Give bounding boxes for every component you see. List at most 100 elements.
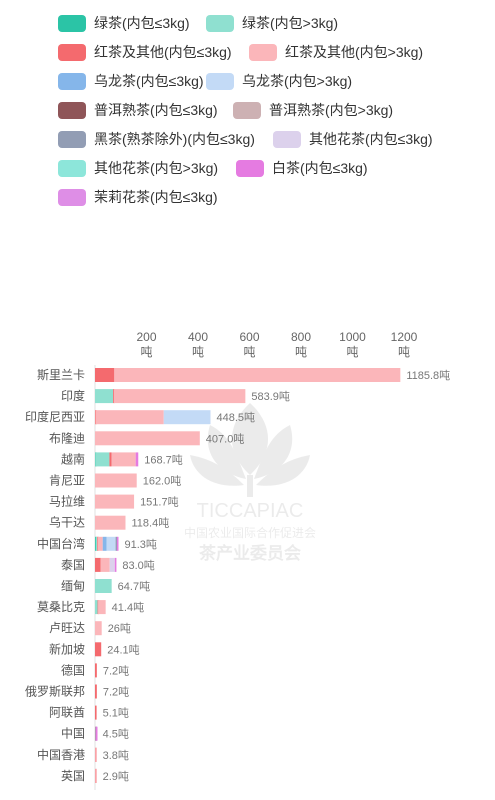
legend-swatch	[58, 72, 86, 90]
legend-item: 茉莉花茶(内包≤3kg)	[58, 187, 218, 207]
chart-legend: 绿茶(内包≤3kg) 绿茶(内包>3kg) 红茶及其他(内包≤3kg) 红茶及其他(内…	[0, 0, 495, 230]
legend-swatch	[206, 14, 234, 32]
bar-segment	[98, 600, 106, 615]
legend-item: 红茶及其他(内包≤3kg)	[58, 42, 232, 62]
bar-segment	[95, 747, 97, 762]
data-label: 151.7吨	[140, 496, 179, 509]
y-category-label: 泰国	[61, 558, 85, 572]
x-tick-label: 800	[291, 330, 311, 344]
data-label: 41.4吨	[112, 601, 144, 614]
data-label: 64.7吨	[118, 580, 150, 593]
legend-label: 普洱熟茶(内包≤3kg)	[94, 102, 218, 118]
bar-segment	[95, 536, 98, 551]
legend-item: 红茶及其他(内包>3kg)	[249, 42, 423, 62]
legend-label: 黑茶(熟茶除外)(内包≤3kg)	[94, 131, 255, 147]
y-category-label: 越南	[61, 451, 85, 466]
data-label: 448.5吨	[216, 411, 255, 424]
y-category-label: 新加坡	[49, 641, 85, 656]
data-label: 168.7吨	[144, 453, 183, 466]
legend-item: 绿茶(内包≤3kg)	[58, 13, 190, 33]
data-label: 4.5吨	[103, 728, 129, 741]
data-label: 7.2吨	[103, 664, 129, 677]
x-tick-label: 600	[239, 330, 259, 344]
bar-segment	[95, 368, 115, 382]
data-label: 3.8吨	[103, 749, 129, 762]
bar-segment	[95, 684, 97, 699]
legend-swatch	[273, 130, 301, 148]
data-label: 162.0吨	[143, 475, 182, 488]
legend-swatch	[58, 14, 86, 32]
data-label: 24.1吨	[107, 643, 139, 656]
legend-swatch	[58, 188, 86, 206]
bar-segment	[113, 389, 246, 404]
y-category-label: 印度尼西亚	[25, 409, 85, 424]
y-category-label: 肯尼亚	[49, 474, 85, 488]
x-tick-label: 1200	[391, 330, 418, 344]
legend-swatch	[233, 101, 261, 119]
legend-item: 其他花茶(内包>3kg)	[58, 158, 218, 178]
bar-segment	[95, 473, 137, 488]
data-label: 118.4吨	[131, 517, 169, 530]
bar-segment	[95, 515, 126, 530]
bar-segment	[109, 557, 115, 572]
bar-segment	[95, 410, 164, 425]
legend-label: 乌龙茶(内包>3kg)	[242, 73, 353, 89]
y-category-label: 中国香港	[37, 747, 85, 762]
legend-label: 红茶及其他(内包≤3kg)	[94, 44, 232, 60]
legend-item: 其他花茶(内包≤3kg)	[273, 129, 433, 149]
y-category-label: 乌干达	[49, 515, 85, 530]
bar-segment	[95, 705, 97, 720]
legend-item: 乌龙茶(内包≤3kg)	[58, 71, 204, 91]
x-tick-unit: 吨	[192, 345, 204, 359]
x-tick-label: 400	[188, 330, 208, 344]
legend-item: 普洱熟茶(内包>3kg)	[233, 100, 393, 120]
legend-swatch	[206, 72, 234, 90]
bar-segment	[116, 536, 119, 551]
legend-label: 茉莉花茶(内包≤3kg)	[94, 189, 218, 205]
y-category-label: 中国	[61, 726, 85, 741]
bar-segment	[100, 557, 110, 572]
bar-segment	[109, 452, 112, 467]
legend-swatch	[58, 43, 86, 61]
legend-label: 其他花茶(内包≤3kg)	[309, 131, 433, 147]
data-label: 2.9吨	[103, 770, 129, 783]
bar-segment	[95, 642, 102, 657]
bar-segment	[95, 663, 97, 678]
bar-segment	[114, 368, 401, 382]
y-category-label: 印度	[61, 388, 85, 403]
y-category-label: 俄罗斯联邦	[25, 685, 85, 699]
bar-segment	[95, 768, 97, 783]
x-tick-unit: 吨	[140, 345, 152, 359]
bar-segment	[95, 431, 200, 446]
data-label: 83.0吨	[122, 559, 154, 572]
data-label: 91.3吨	[125, 538, 157, 551]
x-tick-label: 1000	[339, 330, 366, 344]
bar-segment	[95, 389, 114, 404]
y-category-label: 莫桑比克	[37, 600, 85, 614]
y-category-label: 中国台湾	[37, 536, 85, 551]
legend-swatch	[249, 43, 277, 61]
legend-label: 绿茶(内包>3kg)	[242, 15, 339, 31]
data-label: 1185.8吨	[406, 369, 450, 382]
data-label: 5.1吨	[103, 707, 129, 720]
y-category-label: 布隆迪	[49, 430, 85, 445]
y-category-label: 斯里兰卡	[37, 368, 85, 382]
y-category-label: 卢旺达	[49, 620, 85, 635]
legend-swatch	[58, 159, 86, 177]
legend-item: 黑茶(熟茶除外)(内包≤3kg)	[58, 129, 255, 149]
x-tick-unit: 吨	[346, 345, 358, 359]
bar-segment	[135, 452, 139, 467]
bar-segment	[95, 452, 110, 467]
legend-swatch	[58, 101, 86, 119]
legend-item: 乌龙茶(内包>3kg)	[206, 71, 352, 91]
bar-segment	[95, 579, 112, 593]
bar-segment	[95, 726, 98, 741]
legend-label: 普洱熟茶(内包>3kg)	[269, 102, 394, 118]
y-category-label: 英国	[61, 769, 85, 783]
bar-segment	[114, 557, 117, 572]
bar-segment	[95, 621, 102, 636]
x-tick-unit: 吨	[295, 345, 307, 359]
bar-segment	[106, 536, 116, 551]
data-label: 7.2吨	[103, 686, 129, 699]
